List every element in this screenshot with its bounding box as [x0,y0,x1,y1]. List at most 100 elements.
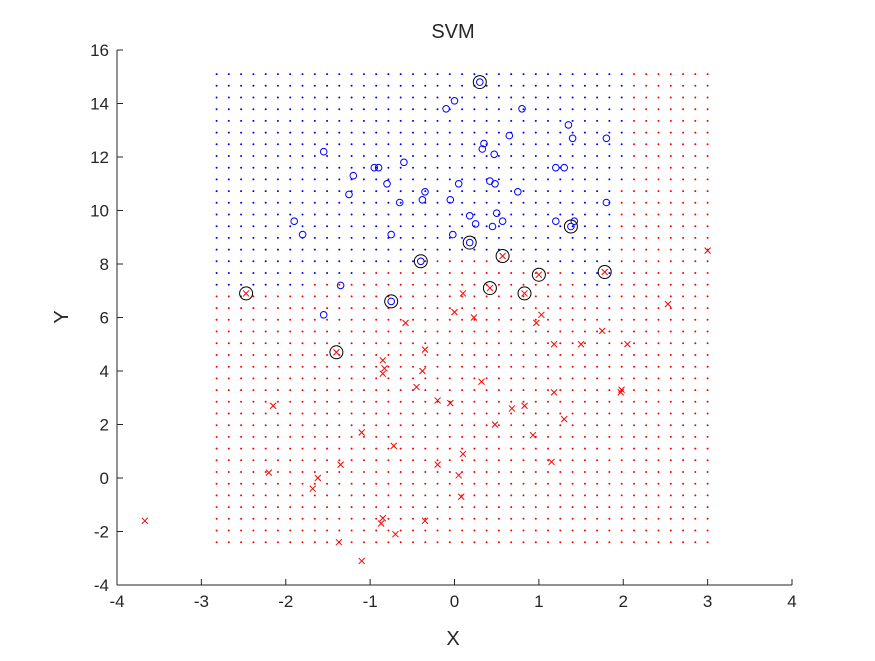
grid-dot-class-x [448,412,451,415]
grid-dot-class-o [559,190,562,193]
grid-dot-class-o [448,84,451,87]
data-point-o [552,217,560,225]
grid-dot-class-x [436,260,439,263]
grid-dot-class-x [497,529,500,532]
grid-dot-class-x [669,108,672,111]
grid-dot-class-o [571,155,574,157]
grid-dot-class-x [657,435,660,438]
grid-dot-class-x [706,377,709,380]
grid-dot-class-x [497,318,500,321]
grid-dot-class-x [412,506,414,509]
grid-dot-class-x [289,295,292,298]
grid-dot-class-x [633,365,635,368]
grid-dot-class-o [534,73,537,76]
grid-dot-class-o [497,119,500,122]
grid-dot-class-x [252,447,255,450]
grid-dot-class-x [522,354,525,356]
grid-dot-class-x [252,318,255,321]
grid-dot-class-o [338,155,341,157]
grid-dot-class-x [596,354,599,356]
grid-dot-class-o [276,155,279,157]
grid-dot-class-x [534,447,537,450]
grid-dot-class-o [215,272,218,274]
grid-dot-class-x [375,318,378,321]
grid-dot-class-x [669,447,672,450]
grid-dot-class-x [596,295,599,298]
data-point-o [488,222,497,231]
grid-dot-class-o [436,236,439,239]
grid-dot-class-o [436,119,439,122]
grid-dot-class-x [657,295,660,298]
grid-dot-class-x [682,377,685,380]
grid-dot-class-x [473,494,476,497]
data-point-x [335,538,343,546]
grid-dot-class-x [485,330,488,333]
grid-dot-class-x [583,459,586,462]
grid-dot-class-x [571,447,574,450]
grid-dot-class-x [657,389,660,392]
grid-dot-class-o [215,84,218,87]
grid-dot-class-x [240,529,243,532]
grid-dot-class-x [375,389,378,392]
grid-dot-class-x [338,412,341,415]
grid-dot-class-x [362,389,365,392]
grid-dot-class-x [289,471,292,473]
grid-dot-class-x [252,354,255,356]
grid-dot-class-x [694,201,697,204]
grid-dot-class-x [694,166,697,169]
grid-dot-class-o [215,201,218,204]
grid-dot-class-o [399,213,402,216]
grid-dot-class-x [620,295,623,298]
grid-dot-class-x [326,424,329,427]
grid-dot-class-x [215,482,218,485]
grid-dot-class-x [669,412,672,415]
grid-dot-class-x [497,447,500,450]
grid-dot-class-o [522,143,525,146]
grid-dot-class-o [461,119,464,122]
grid-dot-class-x [264,295,267,298]
grid-dot-class-x [326,541,329,544]
grid-dot-class-o [608,108,611,111]
grid-dot-class-o [497,201,500,204]
grid-dot-class-o [338,248,341,251]
grid-dot-class-x [399,412,402,415]
grid-dot-class-x [338,494,341,497]
grid-dot-class-x [240,447,243,450]
grid-dot-class-x [559,541,562,544]
grid-dot-class-x [362,482,365,485]
grid-dot-class-x [240,307,243,310]
grid-dot-class-o [571,166,574,169]
grid-dot-class-o [534,119,537,122]
grid-dot-class-o [338,272,341,274]
grid-dot-class-x [559,459,562,462]
grid-dot-class-o [620,166,623,169]
grid-dot-class-x [633,377,635,380]
grid-dot-class-x [645,131,648,134]
grid-dot-class-x [227,482,230,485]
grid-dot-class-o [522,84,525,87]
grid-dot-class-o [276,143,279,146]
grid-dot-class-x [227,529,230,532]
grid-dot-class-x [448,307,451,310]
grid-dot-class-x [338,365,341,368]
grid-dot-class-o [289,283,292,286]
grid-dot-class-x [387,389,390,392]
grid-dot-class-x [264,307,267,310]
grid-dot-class-o [412,248,414,251]
grid-dot-class-o [424,213,427,216]
grid-dot-class-o [227,166,230,169]
grid-dot-class-o [215,260,218,263]
grid-dot-class-x [669,400,672,403]
grid-dot-class-x [522,307,525,310]
grid-dot-class-x [694,248,697,251]
grid-dot-class-x [583,342,586,345]
grid-dot-class-o [510,73,513,76]
grid-dot-class-x [461,412,464,415]
grid-dot-class-x [534,283,537,286]
grid-dot-class-x [399,459,402,462]
grid-dot-class-o [387,190,390,193]
grid-dot-class-x [682,482,685,485]
grid-dot-class-o [473,73,476,76]
grid-dot-class-o [252,96,255,99]
grid-dot-class-x [436,459,439,462]
